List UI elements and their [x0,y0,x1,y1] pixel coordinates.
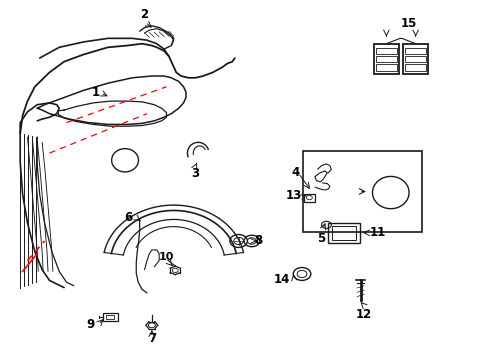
Text: 13: 13 [285,189,302,202]
Text: 5: 5 [317,231,325,245]
Text: 2: 2 [140,8,148,21]
Text: 1: 1 [92,86,100,99]
Bar [402,44,427,74]
Text: 3: 3 [191,167,200,180]
Text: 15: 15 [400,17,417,30]
Bar [328,223,359,243]
Text: 10: 10 [158,252,173,262]
Bar [304,194,314,202]
Bar [375,64,396,71]
Text: 9: 9 [86,318,95,331]
Bar [105,315,114,319]
Bar [375,48,396,54]
Bar [405,48,425,54]
Bar [405,64,425,71]
Text: 7: 7 [147,332,156,345]
Bar [303,151,422,232]
Bar [375,56,396,62]
Text: 6: 6 [124,211,132,224]
Text: 11: 11 [368,226,385,239]
Text: 14: 14 [273,273,290,286]
Bar [331,226,355,240]
Text: 8: 8 [254,234,262,247]
Text: 4: 4 [291,166,299,179]
Bar [405,56,425,62]
Bar [103,314,118,320]
Text: 12: 12 [355,309,371,321]
Bar [373,44,398,74]
